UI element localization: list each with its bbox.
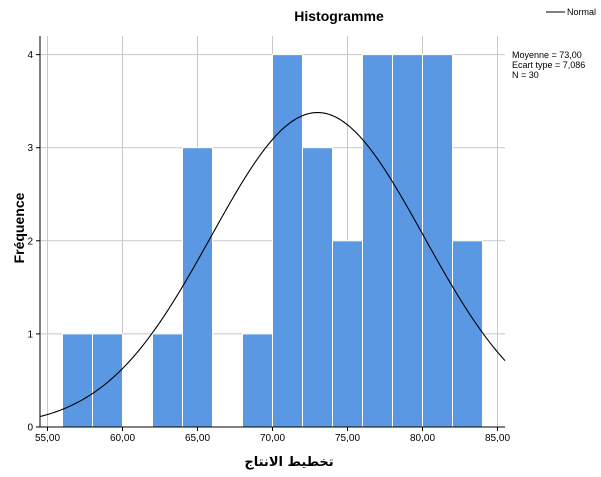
histogram-bar: [62, 333, 93, 428]
stat-sd: Ecart type = 7,086: [512, 60, 585, 70]
x-tick-label: 60,00: [110, 433, 135, 444]
x-axis-ticks: 55,00 60,00 65,00 70,00 75,00 80,00 85,00: [35, 427, 510, 444]
x-axis-label: تخطيط الانتاج: [244, 455, 333, 470]
x-tick-label: 85,00: [485, 433, 510, 444]
x-tick-label: 55,00: [35, 433, 60, 444]
histogram-bar: [302, 147, 333, 428]
y-tick-label: 2: [27, 236, 33, 247]
legend-label: Normal: [567, 7, 596, 17]
y-axis-ticks: 0 1 2 3 4: [27, 50, 40, 434]
x-tick-label: 65,00: [185, 433, 210, 444]
histogram-bar: [92, 333, 123, 428]
y-axis-label: Fréquence: [11, 192, 27, 263]
histogram-bar: [272, 54, 303, 428]
stat-n: N = 30: [512, 70, 539, 80]
histogram-bar: [392, 54, 423, 428]
normal-curve: [39, 111, 506, 418]
x-tick-label: 80,00: [410, 433, 435, 444]
histogram-bar: [332, 240, 363, 428]
histogram-bar: [452, 240, 483, 428]
x-tick-label: 75,00: [335, 433, 360, 444]
histogram-bar: [182, 147, 213, 428]
histogram-bar: [362, 54, 393, 428]
histogram-bar: [242, 333, 273, 428]
y-tick-label: 1: [27, 329, 33, 340]
y-tick-label: 0: [27, 423, 33, 434]
x-tick-label: 70,00: [260, 433, 285, 444]
stats-box: Moyenne = 73,00 Ecart type = 7,086 N = 3…: [512, 50, 585, 80]
chart-title: Histogramme: [294, 8, 384, 24]
histogram-bar: [152, 333, 183, 428]
stat-mean: Moyenne = 73,00: [512, 50, 582, 60]
y-tick-label: 4: [27, 50, 33, 61]
legend: Normal: [546, 7, 596, 17]
y-tick-label: 3: [27, 143, 33, 154]
histogram-bar: [422, 54, 453, 428]
